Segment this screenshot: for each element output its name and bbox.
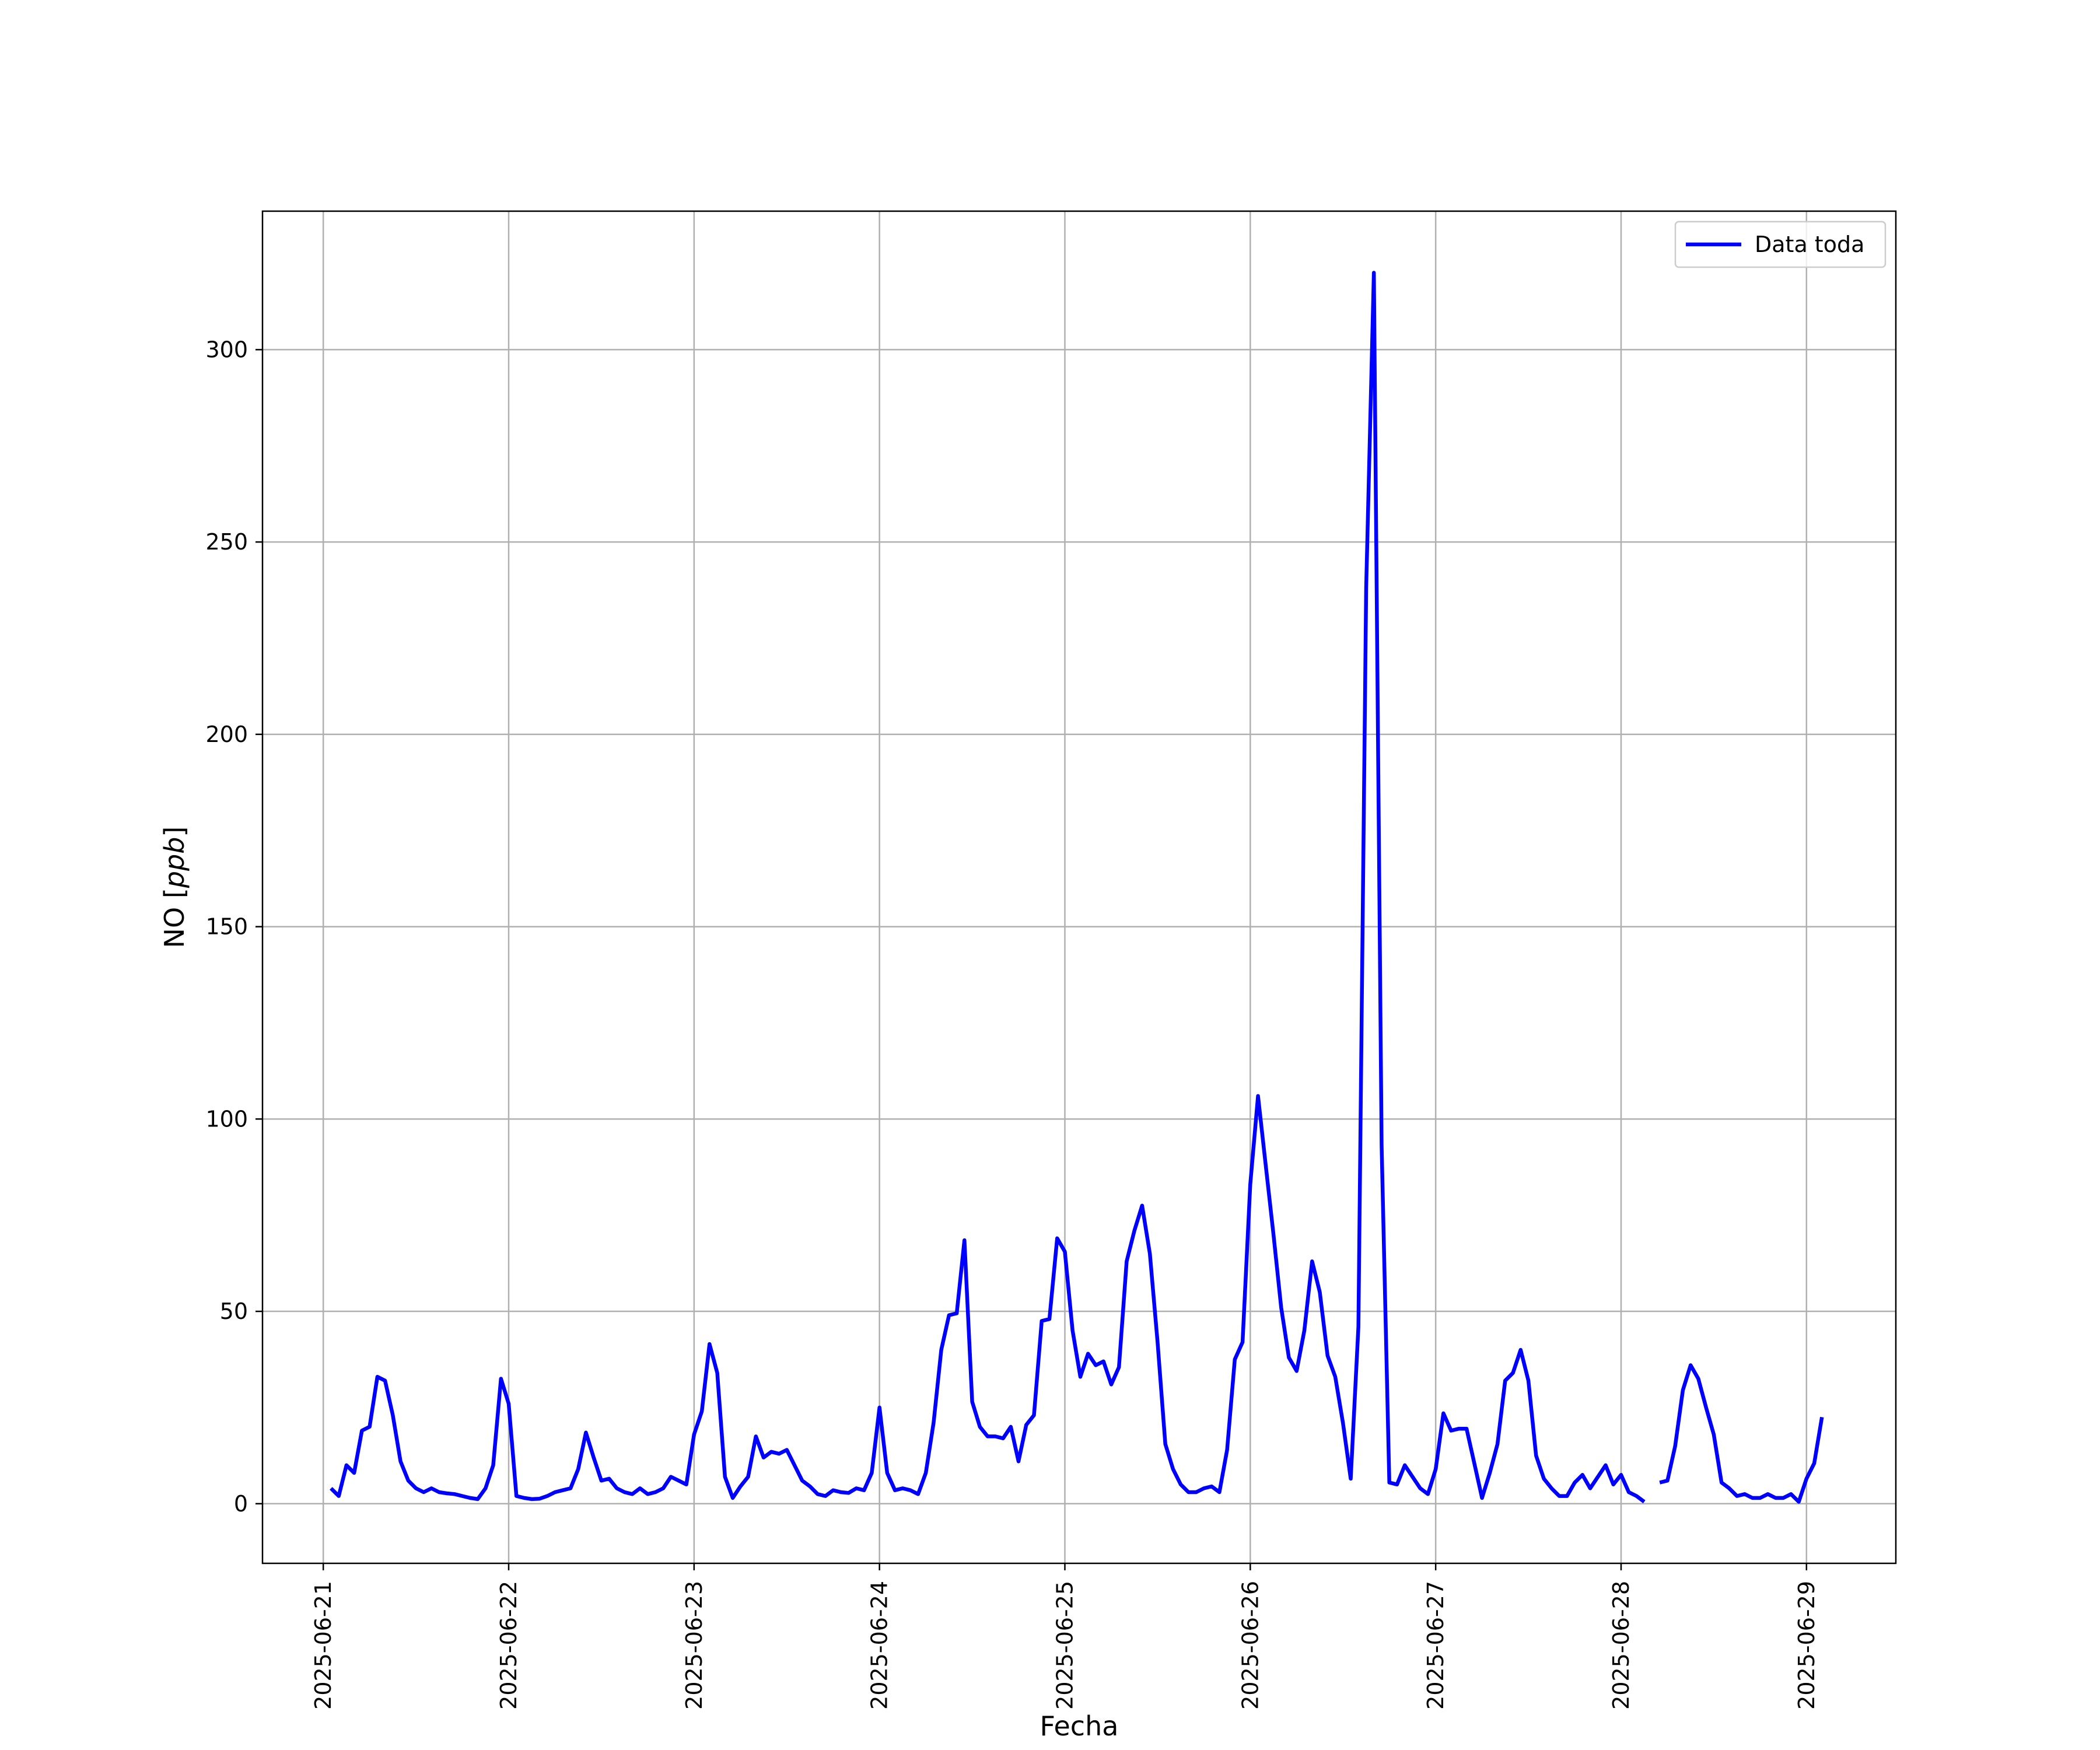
x-tick-label: 2025-06-24: [867, 1581, 892, 1710]
x-axis-label: Fecha: [1040, 1710, 1119, 1742]
y-axis-label: NO [ppb]: [159, 827, 190, 949]
y-axis: 0 50 100 150 200 250 300: [205, 337, 262, 1517]
y-tick-label: 150: [205, 914, 248, 940]
x-tick-label: 2025-06-28: [1608, 1581, 1634, 1710]
series-line-data-toda: [330, 271, 1824, 1504]
y-tick-label: 50: [220, 1298, 248, 1324]
x-tick-label: 2025-06-21: [310, 1581, 336, 1710]
plot-frame: [261, 210, 1897, 1564]
x-tick-label: 2025-06-25: [1052, 1581, 1078, 1710]
x-tick-label: 2025-06-27: [1423, 1581, 1448, 1710]
y-tick-label: 0: [234, 1491, 248, 1517]
legend: Data toda: [1674, 220, 1887, 268]
y-tick-label: 300: [205, 337, 248, 362]
legend-label: Data toda: [1755, 232, 1864, 257]
y-tick-label: 200: [205, 722, 248, 747]
x-tick-label: 2025-06-22: [496, 1581, 522, 1710]
x-tick-label: 2025-06-29: [1794, 1581, 1819, 1710]
x-axis: 2025-06-21 2025-06-22 2025-06-23 2025-06-24…: [310, 1563, 1819, 1710]
legend-box: [1674, 220, 1887, 268]
y-tick-label: 250: [205, 529, 248, 555]
grid-lines: [262, 211, 1896, 1563]
x-tick-label: 2025-06-26: [1237, 1581, 1263, 1710]
x-tick-label: 2025-06-23: [681, 1581, 707, 1710]
y-tick-label: 100: [205, 1106, 248, 1132]
